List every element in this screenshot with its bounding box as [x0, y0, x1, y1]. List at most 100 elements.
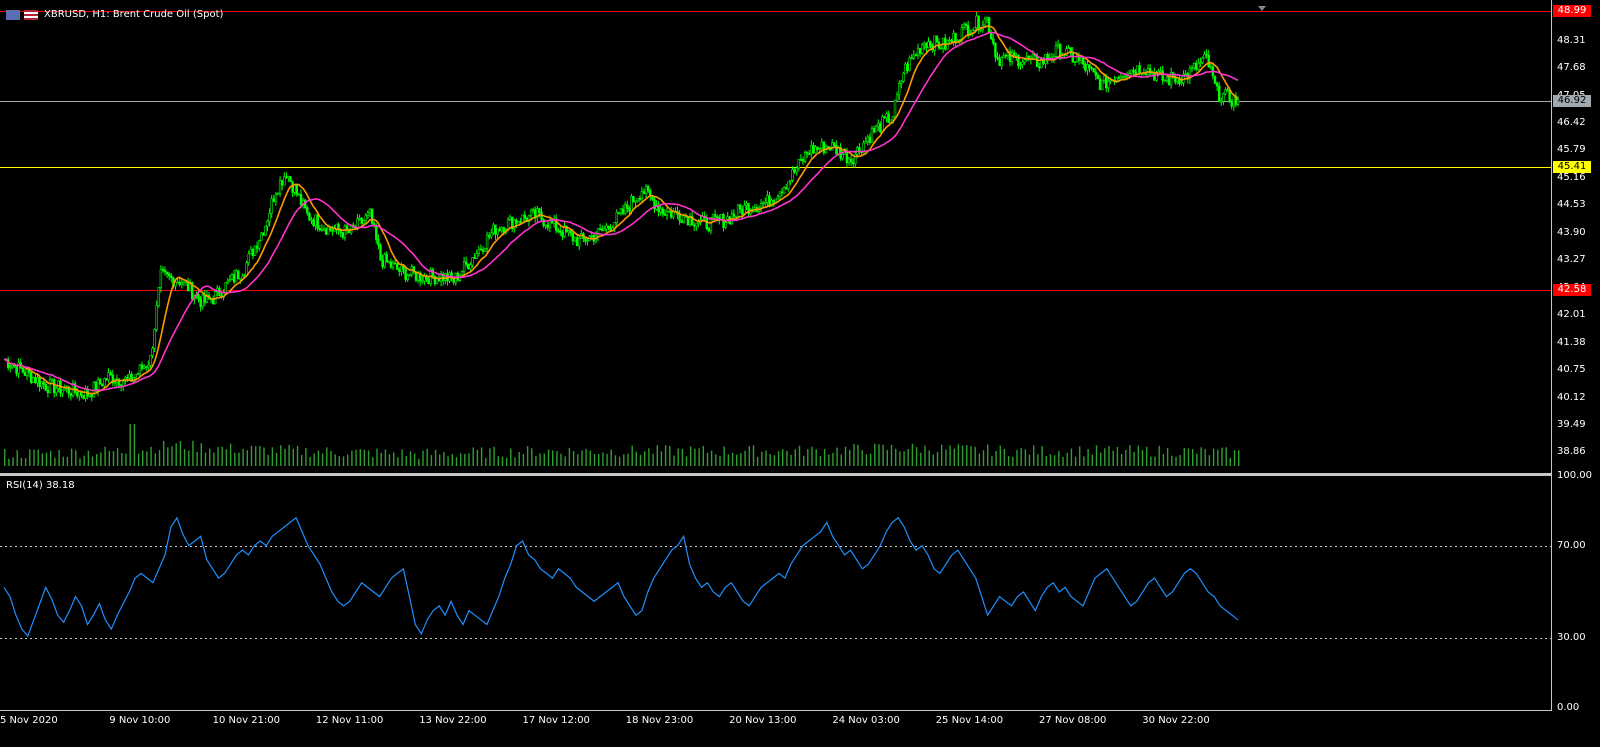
volume-bar [974, 446, 976, 466]
candle-body [575, 237, 579, 247]
volume-bar [146, 451, 148, 466]
candle-body [134, 374, 137, 378]
candle-body [360, 217, 363, 224]
candle-body [389, 261, 393, 268]
volume-bar [690, 446, 692, 466]
us-flag-icon [24, 10, 38, 20]
candle-body [996, 56, 999, 59]
volume-bar [761, 452, 763, 466]
candle-body [178, 281, 181, 286]
candle-body [36, 377, 39, 384]
candle-body [998, 58, 1001, 66]
candle-body [84, 389, 87, 399]
volume-bar [1037, 454, 1039, 466]
volume-bar [966, 445, 968, 466]
volume-bar [1091, 454, 1093, 466]
candle-body [897, 83, 901, 96]
axes [0, 0, 1552, 711]
volume-bar [506, 457, 508, 466]
candle-body [736, 204, 740, 217]
volume-bar [606, 453, 608, 466]
volume-bar [443, 452, 445, 466]
volume-bar [342, 456, 345, 466]
rsi-pane[interactable] [0, 516, 1551, 639]
volume-bar [560, 453, 562, 466]
volume-bar [723, 446, 725, 466]
candle-body [1199, 62, 1202, 64]
candle-body [117, 378, 121, 386]
candle-body [747, 203, 750, 214]
candle-body [1230, 101, 1233, 107]
candle-body [412, 266, 416, 273]
volume-bar [313, 453, 315, 466]
volume-bar [731, 452, 734, 466]
volume-bar [903, 451, 905, 466]
candle-body [891, 116, 895, 121]
candle-body [669, 211, 673, 218]
volume-bar [1083, 456, 1085, 466]
candle-body [197, 294, 200, 300]
candle-body [326, 226, 330, 235]
candle-body [55, 388, 58, 394]
volume-bar [426, 448, 428, 466]
candle-body [483, 247, 487, 252]
candle-body [122, 380, 125, 387]
volume-bar [961, 445, 964, 466]
candle-body [741, 208, 744, 216]
volume-bar [175, 443, 177, 466]
volume-bar [12, 457, 14, 466]
candle-body [830, 142, 834, 151]
volume-bar [656, 445, 658, 466]
candle-body [395, 263, 399, 270]
price-tick-label: 39.49 [1557, 419, 1586, 431]
chart-shift-marker-icon[interactable] [1258, 6, 1266, 11]
volume-bar [941, 444, 943, 466]
candle-body [366, 212, 370, 216]
candle-body [910, 57, 913, 60]
price-pane[interactable] [0, 11, 1552, 467]
candle-body [900, 81, 903, 84]
candle-body [1119, 76, 1123, 79]
volume-bar [953, 448, 955, 466]
candle-body [490, 232, 493, 238]
candle-body [707, 228, 711, 232]
candle-body [201, 294, 204, 308]
candle-body [1054, 45, 1058, 57]
volume-bar [1129, 445, 1131, 466]
candle-body [477, 248, 480, 254]
volume-bar [62, 456, 64, 466]
volume-bar [1100, 452, 1102, 466]
candle-body [88, 394, 92, 397]
candle-body [632, 196, 635, 203]
candle-body [140, 364, 144, 370]
candle-body [793, 169, 796, 173]
time-tick-label: 18 Nov 23:00 [625, 715, 694, 726]
candle-body [992, 38, 995, 44]
candle-body [444, 273, 447, 281]
candle-body [306, 207, 309, 214]
volume-bar [1087, 449, 1089, 466]
volume-bar [765, 450, 767, 466]
candle-body [833, 142, 836, 146]
volume-bar [1108, 446, 1110, 466]
candle-body [243, 274, 246, 277]
candle-body [50, 379, 54, 381]
candle-body [590, 235, 593, 237]
volume-bar [895, 448, 897, 466]
volume-bar [819, 456, 822, 466]
volume-bar [229, 443, 232, 466]
volume-bar [439, 454, 441, 466]
candle-body [943, 37, 947, 50]
volume-bar [769, 454, 771, 466]
volume-bar [823, 449, 826, 466]
volume-bar [263, 447, 265, 466]
candle-body [874, 125, 878, 133]
volume-bar [798, 445, 801, 466]
volume-bar [497, 456, 499, 466]
volume-bar [70, 448, 73, 466]
candle-body [496, 228, 499, 235]
candle-body [636, 198, 639, 202]
candle-body [563, 225, 566, 237]
candle-body [895, 94, 899, 101]
volume-bar [861, 450, 863, 466]
